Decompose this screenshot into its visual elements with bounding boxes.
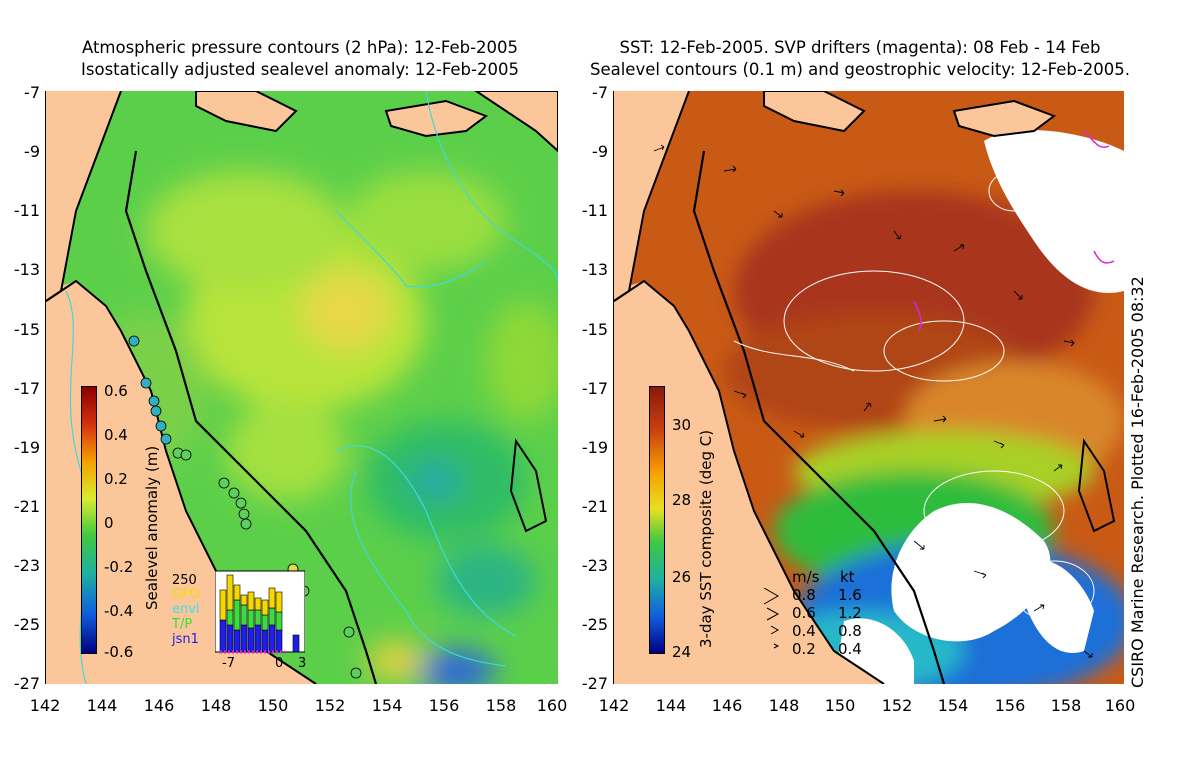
y-tick-left: -25 bbox=[13, 615, 40, 634]
y-tick-left: -23 bbox=[13, 556, 40, 575]
x-tick-left: 148 bbox=[200, 696, 232, 715]
x-tick-left: 146 bbox=[143, 696, 175, 715]
inset-legend-tp: T/P bbox=[172, 617, 193, 632]
inset-legend-jsn1: jsn1 bbox=[172, 632, 199, 647]
sealevel-colorbar bbox=[81, 386, 97, 654]
y-tick-left: -15 bbox=[13, 320, 40, 339]
velocity-legend: m/s kt 0.8 1.6 0.6 1.2 0.4 0.8 0.2 0.4 bbox=[760, 568, 890, 658]
y-tick-right: -13 bbox=[581, 260, 608, 279]
x-tick-right: 150 bbox=[824, 696, 856, 715]
sst-tick: 26 bbox=[672, 568, 692, 586]
x-tick-left: 142 bbox=[29, 696, 61, 715]
inset-legend-envi: envi bbox=[172, 602, 200, 617]
y-tick-right: -7 bbox=[592, 83, 608, 102]
x-tick-right: 156 bbox=[994, 696, 1026, 715]
x-tick-left: 144 bbox=[86, 696, 118, 715]
y-tick-right: -17 bbox=[581, 379, 608, 398]
sealevel-tick: 0.4 bbox=[104, 426, 128, 444]
velocity-kt: 1.6 bbox=[838, 586, 862, 604]
y-tick-right: -25 bbox=[581, 615, 608, 634]
x-tick-right: 154 bbox=[937, 696, 969, 715]
x-tick-right: 158 bbox=[1050, 696, 1082, 715]
velocity-header-kt: kt bbox=[840, 568, 855, 586]
y-tick-right: -27 bbox=[581, 674, 608, 693]
left-title-line2: Isostatically adjusted sealevel anomaly:… bbox=[81, 60, 519, 79]
x-tick-right: 142 bbox=[598, 696, 630, 715]
inset-bars bbox=[215, 570, 305, 654]
sst-colorbar-label: 3-day SST composite (deg C) bbox=[697, 429, 715, 648]
sealevel-tick: -0.4 bbox=[104, 602, 134, 620]
y-tick-left: -27 bbox=[13, 674, 40, 693]
x-tick-right: 160 bbox=[1104, 696, 1136, 715]
left-title-line1: Atmospheric pressure contours (2 hPa): 1… bbox=[81, 38, 519, 57]
velocity-header-ms: m/s bbox=[792, 568, 820, 586]
y-tick-left: -21 bbox=[13, 497, 40, 516]
sealevel-tick: 0.6 bbox=[104, 382, 128, 400]
y-tick-left: -19 bbox=[13, 438, 40, 457]
right-title-line2: Sealevel contours (0.1 m) and geostrophi… bbox=[589, 60, 1131, 79]
y-tick-left: -9 bbox=[24, 142, 40, 161]
velocity-legend-arrows bbox=[763, 588, 780, 649]
y-tick-right: -9 bbox=[592, 142, 608, 161]
sst-tick: 28 bbox=[672, 491, 692, 509]
x-tick-left: 150 bbox=[257, 696, 289, 715]
x-tick-left: 152 bbox=[314, 696, 346, 715]
altimeter-inset: 250 GFO envi T/P jsn1 -7 0 3 bbox=[170, 570, 307, 671]
x-tick-right: 148 bbox=[768, 696, 800, 715]
y-tick-right: -19 bbox=[581, 438, 608, 457]
y-tick-left: -17 bbox=[13, 379, 40, 398]
velocity-ms: 0.4 bbox=[792, 622, 816, 640]
velocity-kt: 1.2 bbox=[838, 604, 862, 622]
x-tick-left: 154 bbox=[371, 696, 403, 715]
inset-xtick: -7 bbox=[222, 656, 235, 671]
velocity-arrows bbox=[653, 144, 1093, 658]
sst-tick: 24 bbox=[672, 643, 692, 661]
x-tick-right: 144 bbox=[655, 696, 687, 715]
inset-xtick: 3 bbox=[298, 656, 307, 671]
right-title-line1: SST: 12-Feb-2005. SVP drifters (magenta)… bbox=[619, 38, 1101, 57]
sealevel-colorbar-label: Sealevel anomaly (m) bbox=[143, 445, 161, 610]
y-tick-right: -21 bbox=[581, 497, 608, 516]
sealevel-tick: -0.6 bbox=[104, 643, 134, 661]
velocity-ms: 0.8 bbox=[792, 586, 816, 604]
x-tick-left: 158 bbox=[485, 696, 517, 715]
sst-map bbox=[613, 91, 1124, 684]
y-tick-right: -11 bbox=[581, 201, 608, 220]
x-tick-left: 160 bbox=[536, 696, 568, 715]
x-tick-left: 156 bbox=[428, 696, 460, 715]
velocity-kt: 0.4 bbox=[838, 640, 862, 658]
velocity-ms: 0.2 bbox=[792, 640, 816, 658]
inset-legend-gfo: GFO bbox=[172, 587, 200, 602]
y-tick-right: -15 bbox=[581, 320, 608, 339]
y-tick-left: -13 bbox=[13, 260, 40, 279]
x-tick-right: 152 bbox=[881, 696, 913, 715]
inset-xtick: 0 bbox=[275, 656, 284, 671]
sst-colorbar bbox=[649, 386, 665, 654]
x-tick-right: 146 bbox=[711, 696, 743, 715]
y-tick-left: -11 bbox=[13, 201, 40, 220]
velocity-ms: 0.6 bbox=[792, 604, 816, 622]
velocity-kt: 0.8 bbox=[838, 622, 862, 640]
y-tick-right: -23 bbox=[581, 556, 608, 575]
y-tick-left: -7 bbox=[24, 83, 40, 102]
sealevel-tick: 0 bbox=[104, 514, 114, 532]
sst-tick: 30 bbox=[672, 416, 692, 434]
sealevel-tick: -0.2 bbox=[104, 558, 134, 576]
plot-credit: CSIRO Marine Research. Plotted 16-Feb-20… bbox=[1128, 276, 1147, 688]
inset-ytick: 250 bbox=[172, 573, 197, 588]
sealevel-tick: 0.2 bbox=[104, 470, 128, 488]
